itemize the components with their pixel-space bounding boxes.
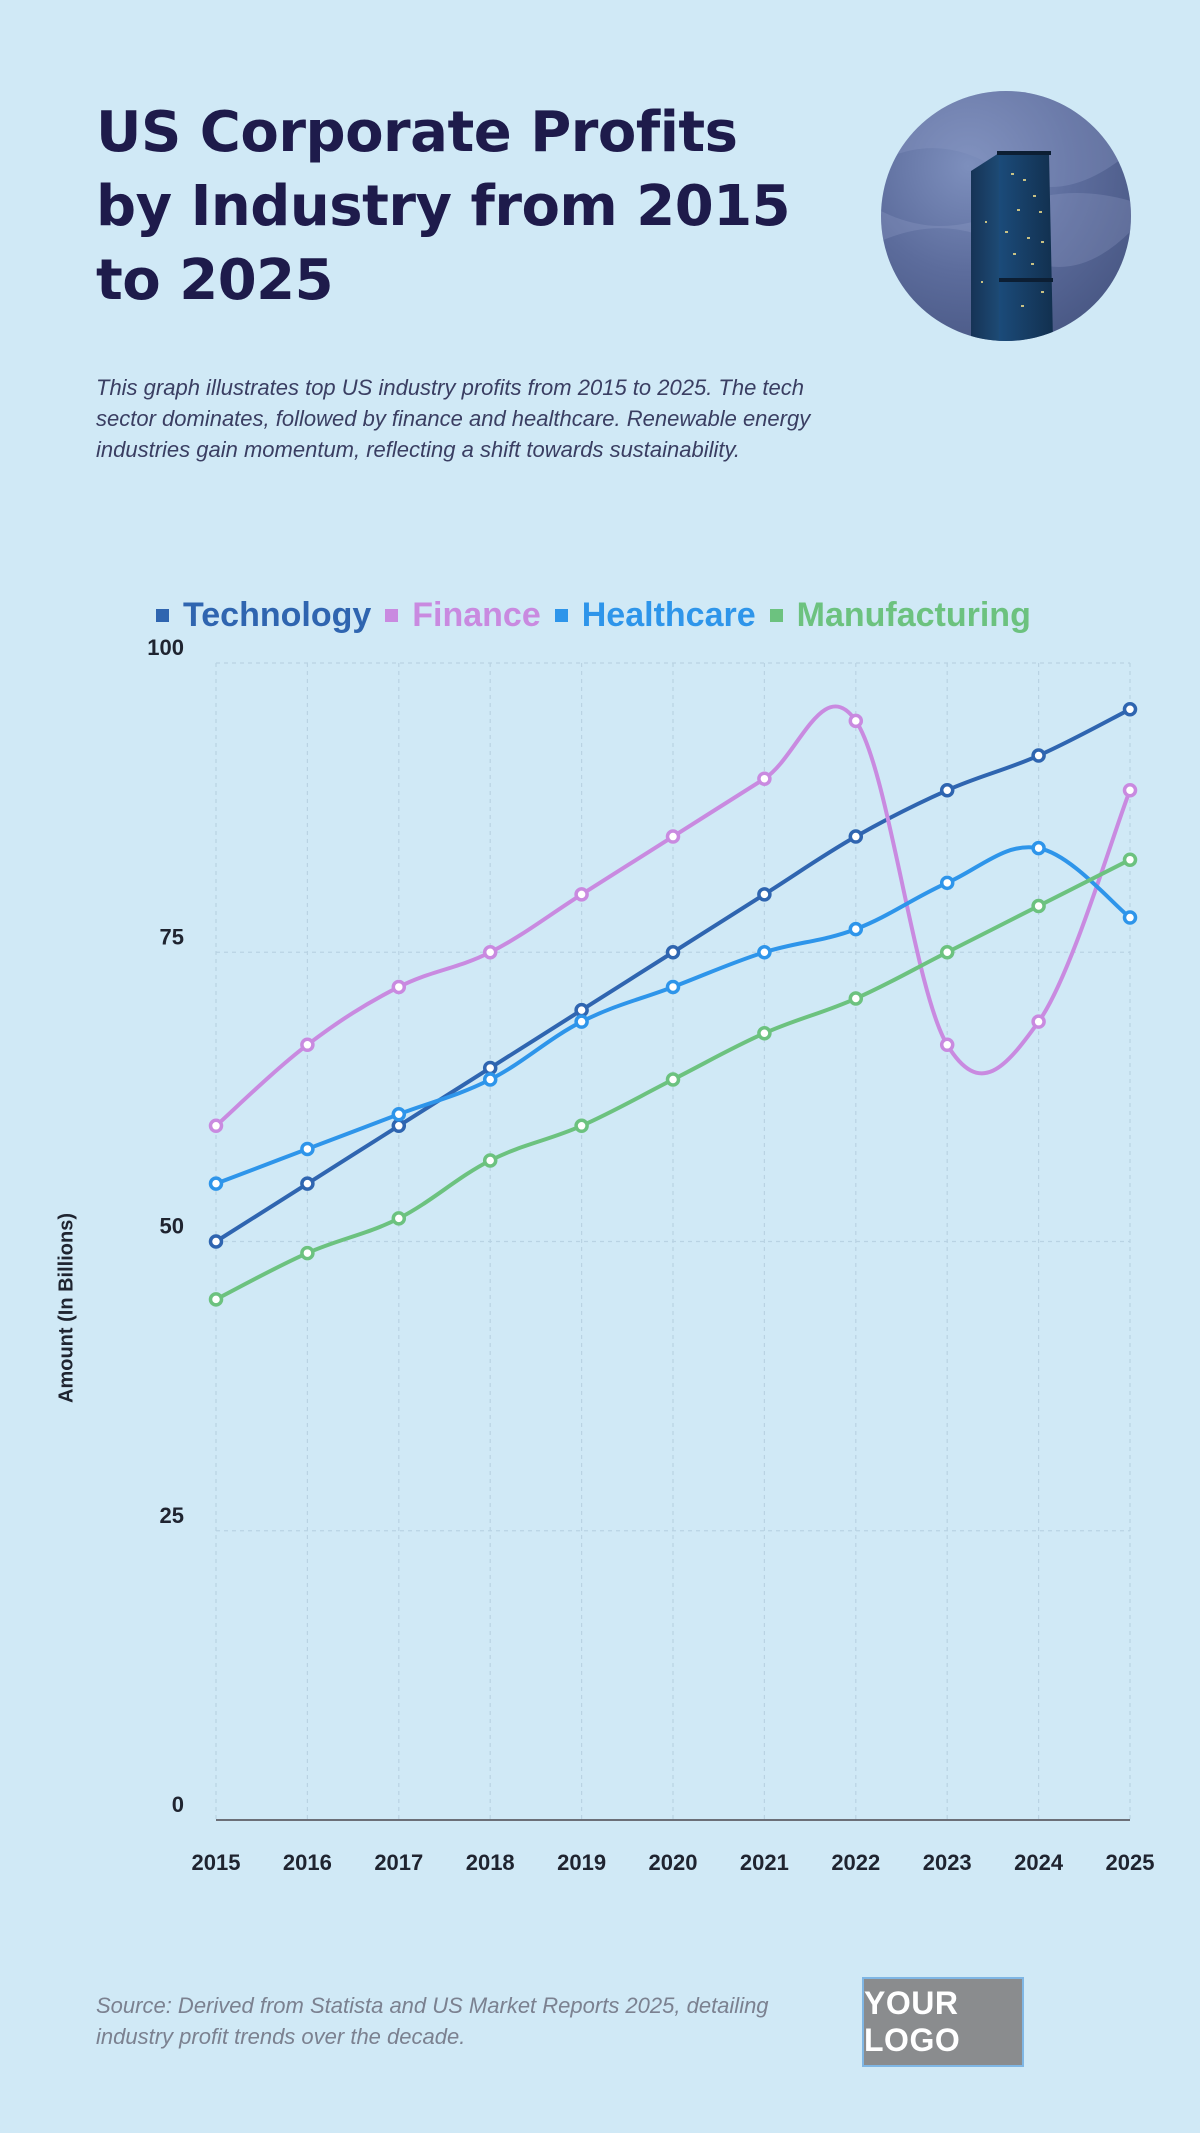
series-technology	[208, 702, 1138, 1249]
legend-item-finance[interactable]: Finance	[385, 596, 541, 635]
data-point[interactable]	[757, 1025, 772, 1041]
data-point[interactable]	[939, 945, 955, 960]
legend-swatch-technology	[156, 609, 169, 622]
data-point[interactable]	[1031, 898, 1046, 914]
data-point[interactable]	[574, 1002, 589, 1018]
legend-item-healthcare[interactable]: Healthcare	[554, 596, 756, 635]
data-point[interactable]	[1031, 748, 1046, 763]
data-point[interactable]	[665, 1072, 681, 1087]
data-point[interactable]	[1122, 910, 1138, 925]
x-axis-ticks: 2015 2016 2017 2018 2019 2020 2021 2022 2023 2024…	[192, 1850, 1155, 1875]
data-point[interactable]	[391, 1211, 407, 1226]
chart-series	[208, 702, 1138, 1307]
y-tick-label: 0	[172, 1792, 184, 1817]
data-point[interactable]	[482, 945, 498, 960]
y-tick-label: 25	[160, 1503, 184, 1528]
data-point[interactable]	[391, 979, 407, 995]
logo-text: YOUR LOGO	[864, 1985, 961, 2058]
chart-legend: Technology Finance Healthcare Manufactur…	[156, 596, 1031, 635]
legend-item-manufacturing[interactable]: Manufacturing	[769, 596, 1031, 635]
data-point[interactable]	[300, 1037, 315, 1053]
building-icon	[881, 91, 1131, 341]
data-point[interactable]	[848, 829, 864, 844]
legend-item-technology[interactable]: Technology	[156, 596, 371, 635]
y-tick-label: 50	[160, 1214, 184, 1239]
data-point[interactable]	[482, 1060, 498, 1076]
legend-swatch-healthcare	[554, 609, 568, 622]
data-point[interactable]	[1031, 840, 1046, 856]
legend-label-healthcare: Healthcare	[581, 596, 756, 634]
data-point[interactable]	[482, 1153, 498, 1168]
data-point[interactable]	[208, 1176, 224, 1191]
data-point[interactable]	[848, 713, 864, 729]
x-tick-label: 2024	[1014, 1850, 1064, 1875]
legend-swatch-manufacturing	[769, 609, 783, 622]
data-point[interactable]	[208, 1118, 224, 1134]
legend-label-finance: Finance	[412, 596, 541, 634]
data-point[interactable]	[574, 1118, 589, 1134]
data-point[interactable]	[665, 829, 681, 844]
data-point[interactable]	[757, 771, 772, 786]
legend-label-manufacturing: Manufacturing	[796, 596, 1031, 634]
data-point[interactable]	[1122, 702, 1138, 717]
y-tick-label: 75	[160, 924, 184, 949]
y-tick-label: 100	[147, 635, 184, 660]
x-tick-label: 2019	[557, 1850, 606, 1875]
skyscraper-photo	[881, 91, 1131, 341]
data-point[interactable]	[208, 1292, 224, 1307]
data-point[interactable]	[848, 921, 864, 937]
data-point[interactable]	[757, 945, 772, 960]
series-manufacturing	[208, 852, 1138, 1307]
logo-placeholder: YOUR LOGO	[862, 1977, 1024, 2067]
x-tick-label: 2016	[283, 1850, 332, 1875]
data-point[interactable]	[300, 1176, 315, 1191]
data-point[interactable]	[848, 991, 864, 1006]
x-tick-label: 2017	[374, 1850, 423, 1875]
data-point[interactable]	[1122, 783, 1138, 798]
x-tick-label: 2015	[192, 1850, 241, 1875]
data-point[interactable]	[391, 1106, 407, 1122]
data-point[interactable]	[665, 979, 681, 995]
data-point[interactable]	[391, 1118, 407, 1134]
data-point[interactable]	[208, 1234, 224, 1249]
data-point[interactable]	[939, 875, 955, 891]
x-tick-label: 2018	[466, 1850, 515, 1875]
data-point[interactable]	[1122, 852, 1138, 867]
x-tick-label: 2023	[923, 1850, 972, 1875]
data-point[interactable]	[939, 1037, 955, 1053]
legend-label-technology: Technology	[183, 596, 372, 634]
x-tick-label: 2020	[649, 1850, 698, 1875]
x-tick-label: 2022	[831, 1850, 880, 1875]
legend-swatch-finance	[385, 609, 399, 622]
series-finance	[208, 704, 1138, 1134]
source-note: Source: Derived from Statista and US Mar…	[96, 1993, 769, 2049]
data-point[interactable]	[574, 1014, 589, 1029]
data-point[interactable]	[939, 783, 955, 798]
data-point[interactable]	[665, 945, 681, 960]
data-point[interactable]	[482, 1072, 498, 1087]
data-point[interactable]	[574, 887, 589, 902]
data-point[interactable]	[300, 1141, 315, 1157]
data-point[interactable]	[757, 887, 772, 902]
x-tick-label: 2021	[740, 1850, 789, 1875]
data-point[interactable]	[300, 1245, 315, 1261]
y-axis-ticks: 0 25 50 75 100	[147, 635, 184, 1817]
data-point[interactable]	[1031, 1014, 1046, 1029]
series-healthcare	[208, 840, 1138, 1191]
x-tick-label: 2025	[1106, 1850, 1155, 1875]
page-title: US Corporate Profits by Industry from 20…	[96, 100, 791, 313]
chart-description: This graph illustrates top US industry p…	[96, 375, 811, 462]
